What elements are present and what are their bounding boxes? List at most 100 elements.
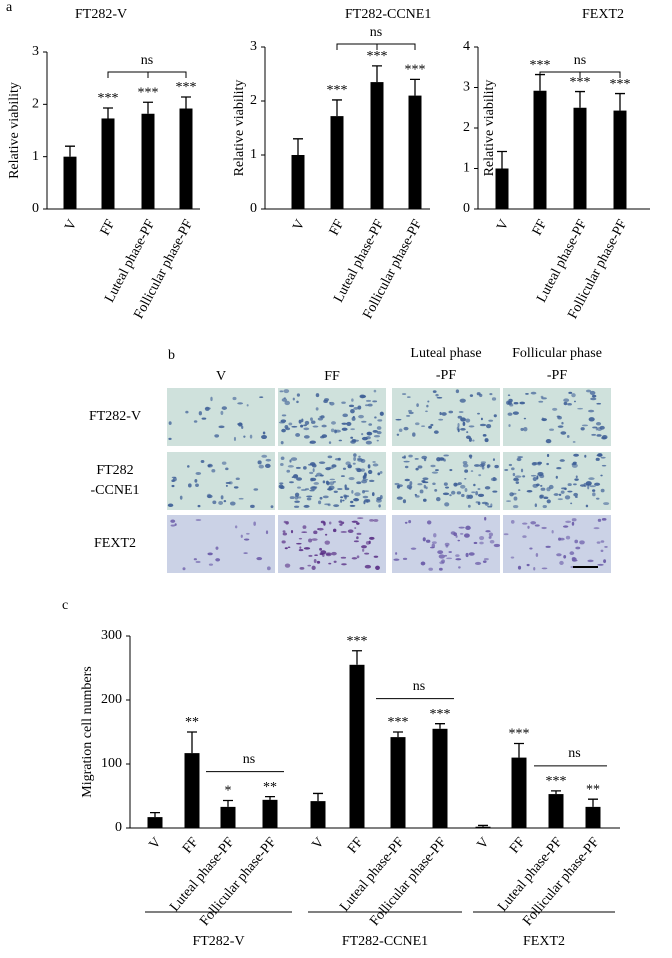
cell: [182, 567, 186, 571]
cell: [508, 424, 511, 427]
micrograph: [278, 388, 386, 446]
cell: [376, 439, 379, 442]
cell: [246, 532, 250, 535]
cell: [358, 414, 364, 419]
bar: [101, 118, 115, 209]
cell: [448, 551, 452, 553]
cell: [374, 416, 377, 419]
cell: [253, 488, 259, 491]
significance-label: **: [586, 782, 600, 797]
cell: [541, 418, 547, 422]
cell: [458, 526, 465, 529]
cell: [281, 428, 286, 433]
cell: [317, 500, 322, 505]
significance-label: ***: [367, 49, 388, 64]
cell: [234, 525, 238, 529]
x-tick-label: V: [62, 217, 80, 233]
cell: [280, 440, 284, 445]
cell: [303, 466, 307, 470]
significance-label: ***: [176, 80, 197, 95]
cell: [443, 482, 448, 486]
cell: [573, 483, 577, 486]
cell: [408, 411, 414, 415]
cell: [442, 492, 450, 496]
cell: [438, 567, 443, 571]
cell: [170, 524, 176, 527]
cell: [516, 457, 522, 462]
cell: [353, 456, 357, 461]
cell: [373, 518, 379, 522]
cell: [225, 482, 231, 484]
cell: [296, 477, 303, 481]
cell: [468, 437, 472, 442]
cell: [573, 492, 579, 497]
cell: [546, 487, 551, 492]
cell: [579, 540, 585, 545]
cell: [322, 480, 326, 484]
significance-label: *: [225, 784, 232, 799]
cell: [211, 468, 216, 473]
cell: [522, 535, 527, 538]
cell: [589, 390, 596, 395]
cell: [513, 402, 519, 405]
cell: [482, 560, 487, 563]
cell: [341, 422, 348, 425]
cell: [565, 535, 571, 540]
cell: [301, 531, 308, 534]
cell: [592, 492, 596, 497]
cell: [431, 541, 437, 544]
error-bar: [65, 145, 75, 157]
cell: [350, 500, 354, 504]
cell: [319, 496, 323, 500]
cell: [584, 454, 587, 458]
error-bar: [352, 650, 362, 665]
cell: [344, 487, 350, 491]
cell: [430, 464, 436, 468]
cell: [303, 547, 311, 550]
cell: [436, 496, 441, 502]
cell: [409, 481, 413, 486]
cell: [340, 531, 347, 533]
cell: [398, 428, 403, 432]
cell: [393, 558, 400, 561]
cell: [308, 538, 313, 543]
cell: [471, 491, 476, 494]
error-bar: [393, 731, 403, 738]
cell: [256, 557, 263, 561]
cell: [332, 528, 337, 533]
cell: [460, 532, 464, 535]
cell: [352, 462, 356, 465]
cell: [303, 504, 310, 508]
cell: [565, 520, 572, 523]
cell: [284, 547, 288, 550]
cell: [415, 422, 420, 426]
cell: [333, 490, 338, 494]
cell: [458, 411, 464, 413]
cell: [455, 483, 460, 486]
cell: [450, 490, 456, 495]
cell: [469, 394, 474, 397]
y-axis-label: Migration cell numbers: [80, 666, 95, 797]
cell: [396, 496, 403, 500]
cell: [354, 497, 359, 501]
cell: [426, 520, 432, 525]
cell: [479, 536, 485, 541]
cell: [532, 483, 539, 488]
cell: [573, 453, 579, 457]
x-tick-label: FF: [507, 835, 529, 857]
cell: [588, 409, 595, 413]
cell: [492, 458, 496, 462]
micrograph: [503, 452, 611, 510]
cell: [314, 554, 318, 557]
cell: [212, 500, 217, 505]
cell: [520, 427, 524, 431]
cell: [561, 487, 567, 490]
cell: [512, 504, 519, 509]
cell: [223, 500, 227, 503]
group-label: FT282-V: [192, 934, 244, 949]
cell: [298, 419, 302, 424]
cell: [591, 394, 597, 398]
cell: [504, 469, 509, 472]
cell: [484, 516, 487, 521]
